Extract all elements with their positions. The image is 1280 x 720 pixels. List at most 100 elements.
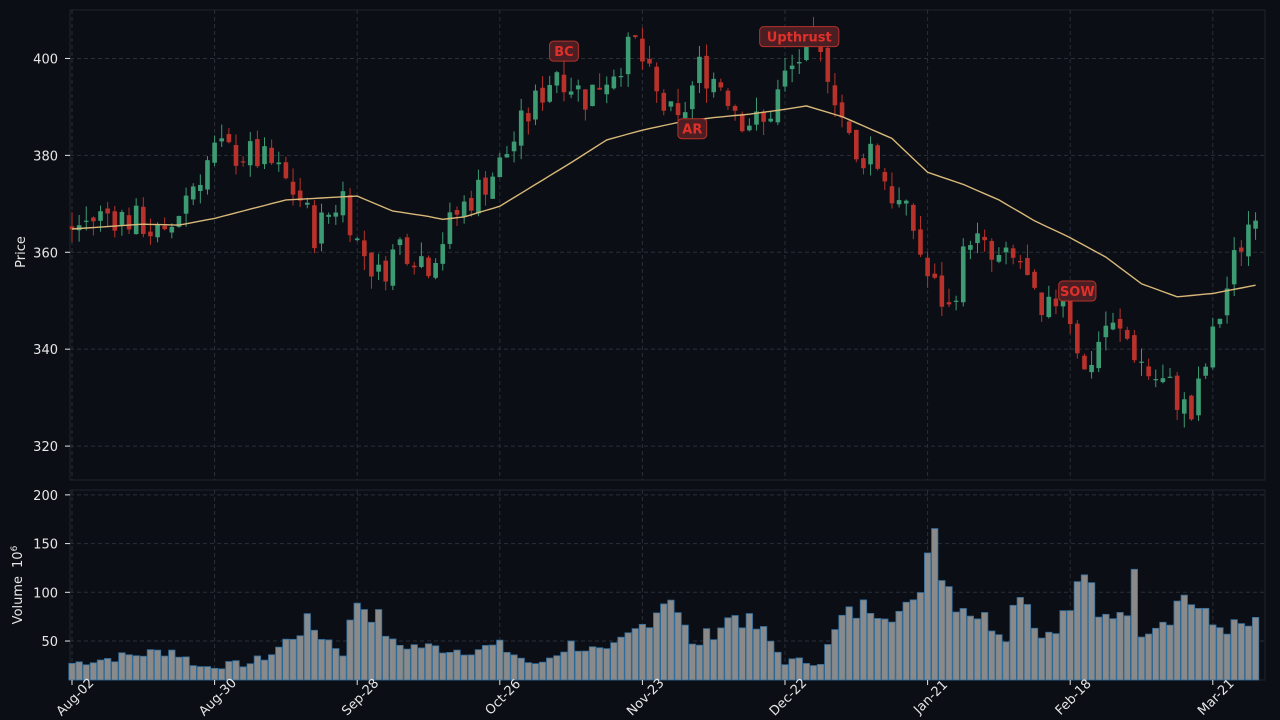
volume-bar bbox=[210, 667, 219, 681]
volume-bar bbox=[460, 654, 468, 681]
candle-down bbox=[540, 87, 545, 103]
volume-bar bbox=[653, 612, 661, 681]
volume-axis-label-text: Volume bbox=[11, 576, 26, 624]
x-tick-label: Jan-21 bbox=[911, 678, 952, 719]
candle-down bbox=[526, 113, 531, 122]
candlesticks bbox=[69, 16, 1258, 428]
volume-bar bbox=[403, 648, 411, 681]
volume-bar bbox=[745, 613, 753, 681]
volume-bar bbox=[161, 655, 169, 681]
candle-up bbox=[262, 146, 267, 165]
volume-bar bbox=[268, 654, 276, 681]
candle-down bbox=[661, 92, 667, 111]
candle-down bbox=[939, 275, 945, 307]
volume-bar bbox=[1009, 604, 1017, 681]
candle-up bbox=[83, 220, 89, 222]
x-tick-label: Dec-22 bbox=[767, 676, 810, 719]
volume-bar bbox=[96, 659, 105, 681]
volume-bar bbox=[952, 611, 960, 681]
candle-down bbox=[148, 231, 153, 237]
volume-bar bbox=[367, 621, 376, 681]
volume-bar bbox=[866, 612, 875, 681]
candle-up bbox=[782, 70, 788, 87]
candle-down bbox=[269, 147, 274, 164]
candle-down bbox=[861, 158, 866, 169]
volume-bar bbox=[182, 656, 190, 681]
candle-down bbox=[126, 215, 132, 230]
volume-bar bbox=[1045, 631, 1053, 681]
candle-up bbox=[590, 84, 595, 107]
candle-up bbox=[276, 162, 282, 165]
candle-up bbox=[1231, 250, 1237, 285]
candle-down bbox=[347, 195, 353, 236]
candle-up bbox=[1139, 361, 1144, 363]
x-tick-label: Nov-23 bbox=[624, 676, 667, 719]
volume-bar bbox=[909, 599, 917, 681]
volume-bar bbox=[325, 639, 333, 681]
volume-bar bbox=[802, 663, 810, 681]
volume-bar bbox=[410, 644, 418, 681]
volume-bar bbox=[546, 657, 554, 681]
candle-down bbox=[989, 240, 995, 260]
candle-down bbox=[1067, 293, 1073, 325]
candle-down bbox=[69, 226, 75, 230]
volume-bar bbox=[510, 654, 518, 681]
volume-bar bbox=[923, 552, 932, 681]
candle-down bbox=[312, 205, 317, 249]
candle-up bbox=[1096, 341, 1102, 369]
candle-up bbox=[1246, 224, 1251, 257]
price-tick-label: 380 bbox=[33, 149, 58, 164]
volume-bar bbox=[945, 586, 953, 681]
volume-bar bbox=[610, 642, 618, 681]
candle-up bbox=[768, 118, 774, 122]
volume-bar bbox=[538, 661, 547, 681]
volume-bar bbox=[1209, 624, 1217, 681]
candle-down bbox=[718, 82, 724, 88]
volume-bar bbox=[310, 629, 319, 681]
volume-bar bbox=[588, 646, 597, 681]
volume-tick-label: 100 bbox=[33, 586, 58, 601]
volume-bar bbox=[396, 644, 404, 681]
candle-up bbox=[1160, 378, 1166, 383]
volume-bar bbox=[382, 635, 390, 681]
volume-bar bbox=[489, 644, 497, 681]
volume-bar bbox=[717, 627, 725, 681]
candle-down bbox=[561, 74, 567, 93]
candle-up bbox=[903, 200, 909, 204]
volume-bar bbox=[817, 664, 825, 681]
price-tick-label: 360 bbox=[33, 246, 58, 261]
candle-down bbox=[597, 87, 602, 90]
volume-bars bbox=[68, 528, 1260, 681]
candle-up bbox=[518, 110, 524, 146]
price-tick-label: 320 bbox=[33, 440, 58, 455]
candle-down bbox=[647, 58, 652, 64]
candle-up bbox=[868, 143, 873, 165]
volume-bar bbox=[1002, 641, 1010, 681]
candle-down bbox=[1017, 260, 1023, 263]
candle-up bbox=[98, 211, 103, 221]
volume-bar bbox=[645, 627, 654, 681]
volume-bar bbox=[760, 626, 768, 681]
candle-down bbox=[297, 190, 303, 201]
candle-down bbox=[1010, 248, 1016, 258]
volume-bar bbox=[339, 655, 347, 681]
candle-up bbox=[775, 89, 781, 123]
volume-bar bbox=[1059, 610, 1067, 681]
candle-up bbox=[975, 233, 980, 244]
candle-down bbox=[1075, 323, 1080, 354]
volume-bar bbox=[125, 654, 133, 681]
candle-down bbox=[1053, 298, 1059, 307]
volume-bar bbox=[931, 528, 939, 681]
volume-bar bbox=[1166, 624, 1174, 681]
volume-bar bbox=[1159, 621, 1167, 681]
candle-down bbox=[1039, 292, 1044, 316]
candle-down bbox=[112, 211, 118, 231]
volume-bar bbox=[139, 655, 147, 681]
volume-bar bbox=[275, 646, 283, 681]
volume-bar bbox=[731, 615, 739, 681]
volume-bar bbox=[895, 610, 903, 681]
volume-bar bbox=[424, 643, 433, 681]
candle-down bbox=[1189, 395, 1194, 420]
volume-bar bbox=[260, 659, 269, 681]
